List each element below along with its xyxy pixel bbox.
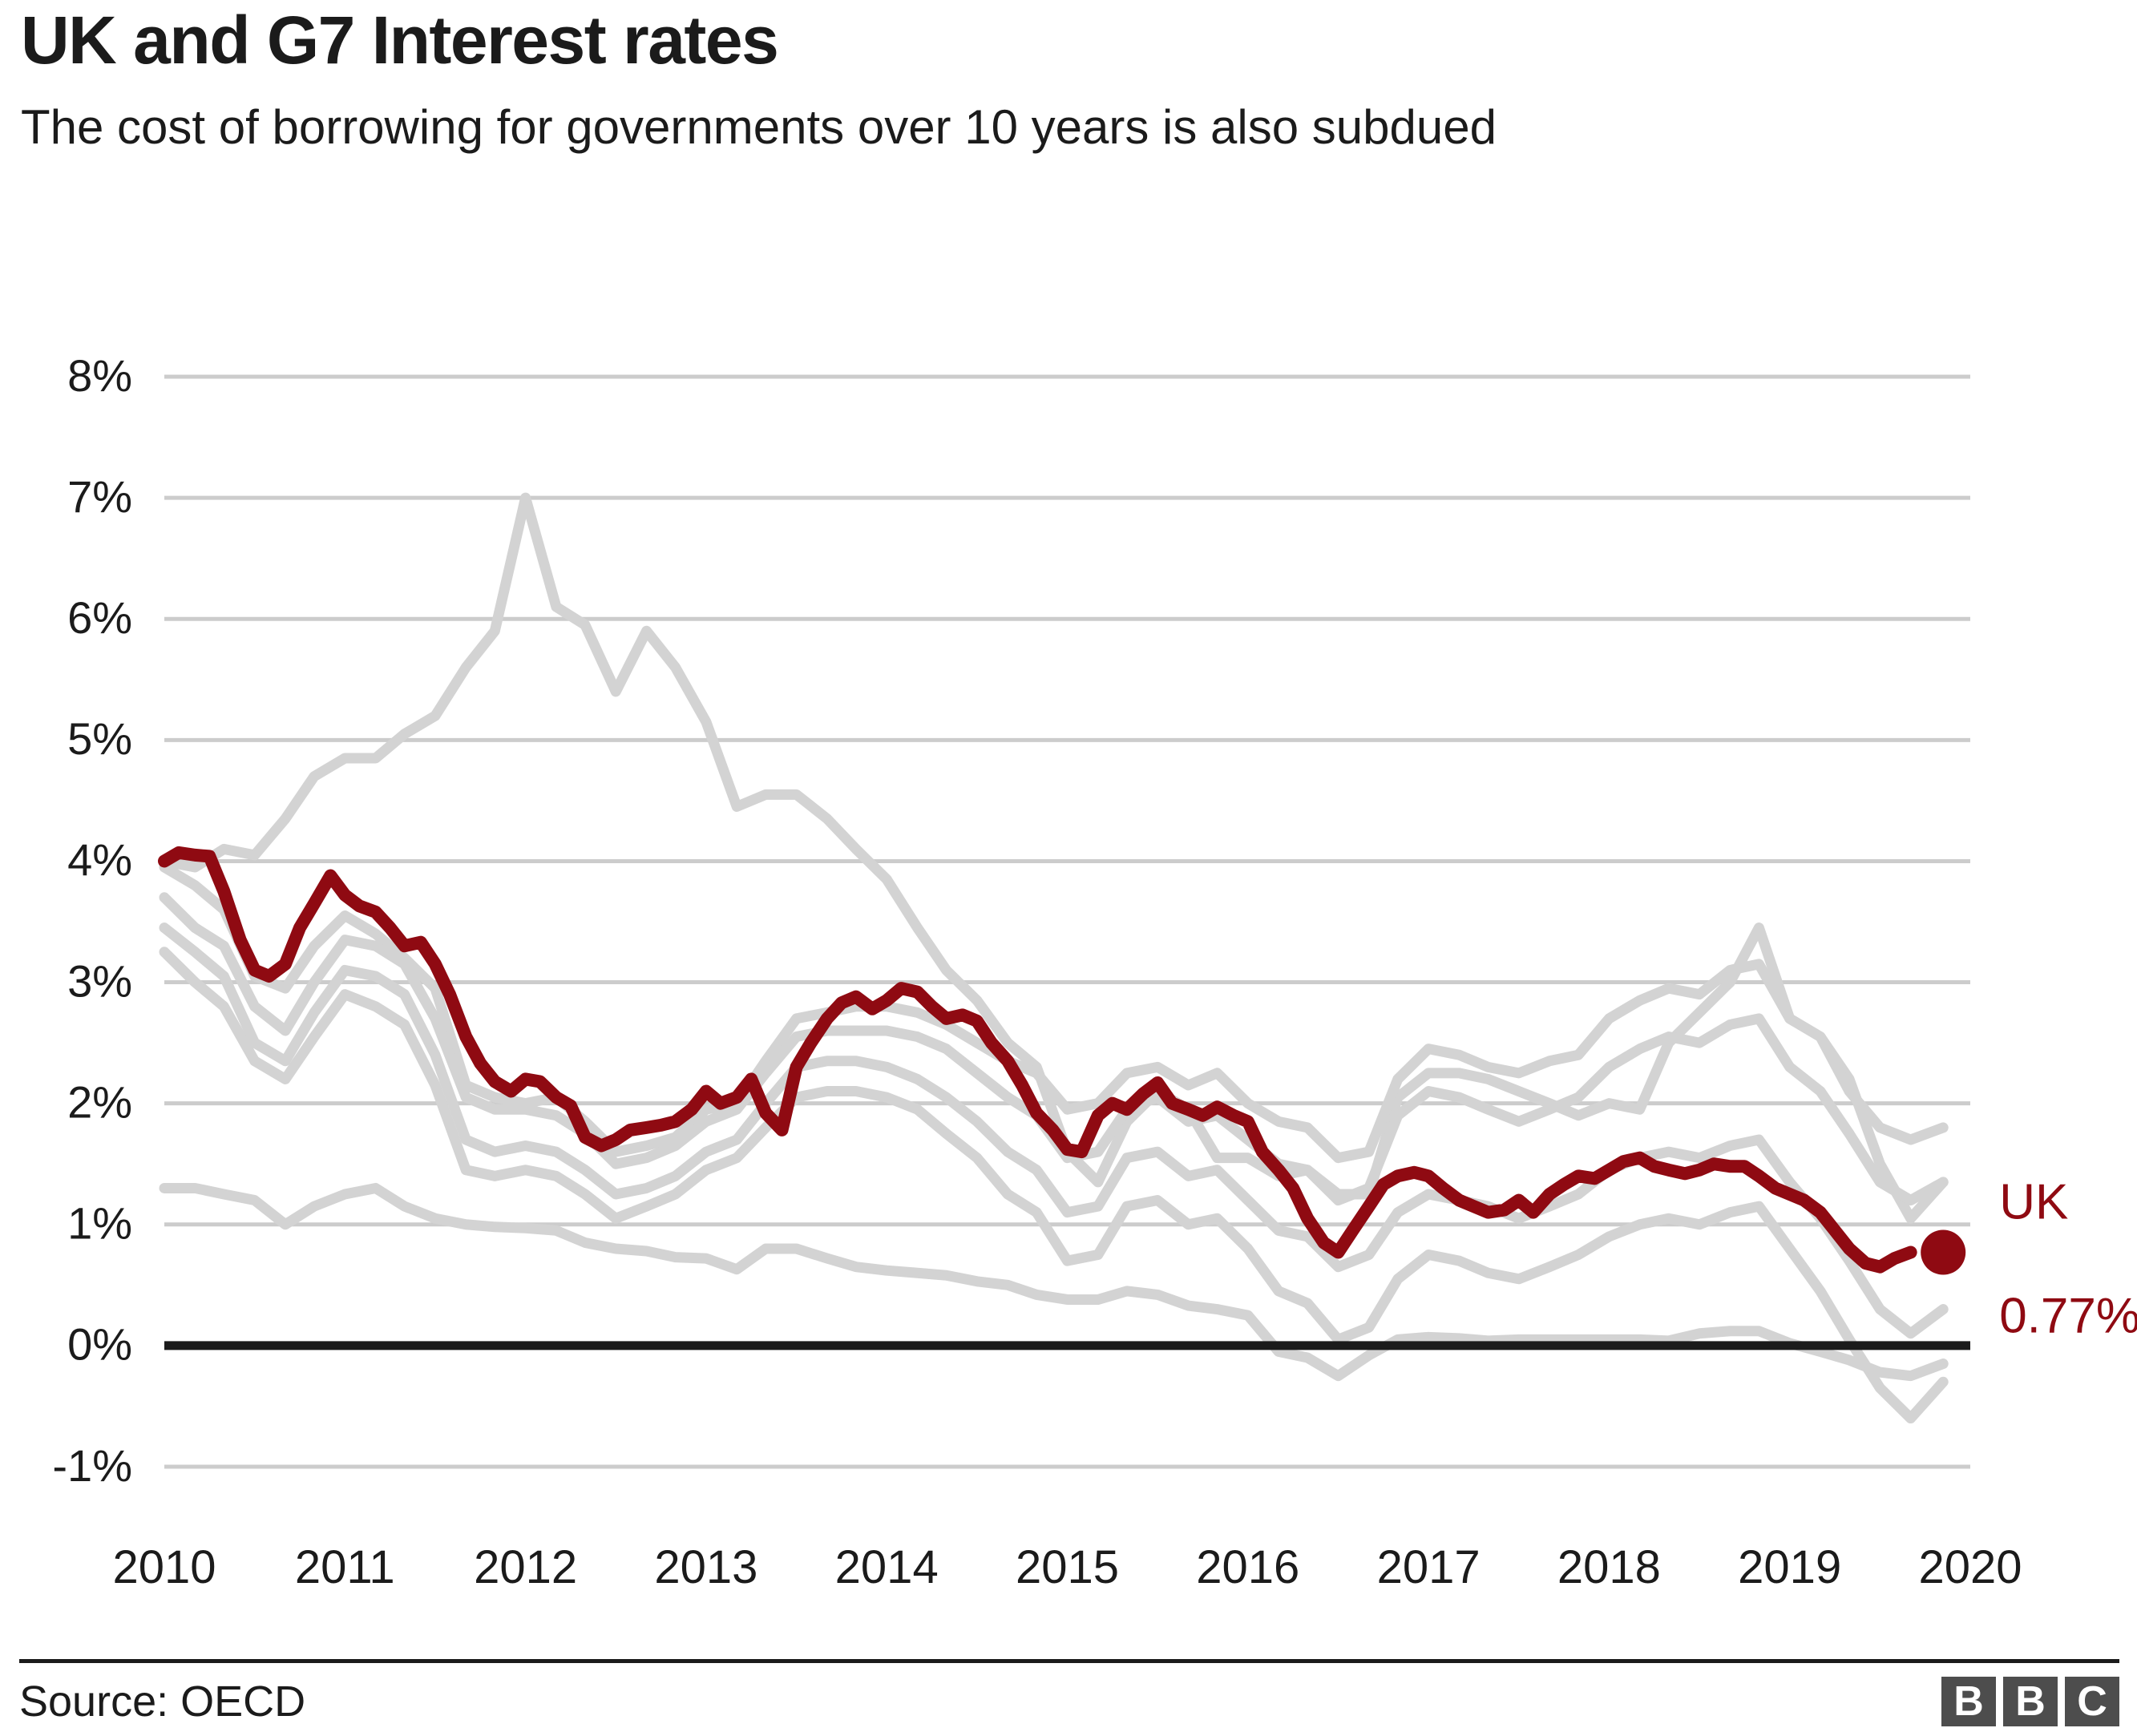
y-tick-label: 5% [67,713,132,764]
y-axis-tick-labels: 8% 7% 6% 5% 4% 3% 2% 1% 0% -1% [52,350,132,1491]
chart-header: UK and G7 Interest rates The cost of bor… [21,0,1945,155]
x-tick-label: 2010 [112,1541,216,1593]
bbc-logo-letter-1: B [1941,1677,1996,1726]
data-series-lines [158,492,1949,1424]
y-tick-label: 8% [67,350,132,401]
x-tick-label: 2017 [1377,1541,1481,1593]
series-line-muted [159,492,1949,1224]
endpoint-dot [1921,1229,1966,1275]
x-tick-label: 2012 [474,1541,577,1593]
x-tick-label: 2019 [1738,1541,1841,1593]
y-tick-label: 6% [67,592,132,643]
series-label-uk: UK [1999,1175,2068,1230]
series-annotation: UK 0.77% [1999,1175,2137,1344]
x-tick-label: 2011 [295,1541,395,1593]
x-tick-label: 2015 [1016,1541,1119,1593]
series-line-muted [159,1182,1949,1382]
x-axis-tick-labels: 2010 2011 2012 2013 2014 2015 2016 2017 2018 2019… [112,1541,2022,1593]
footer-divider [19,1659,2119,1663]
y-tick-label: -1% [52,1440,132,1491]
series-line-muted [159,923,1949,1339]
y-tick-label: 1% [67,1198,132,1249]
series-latest-value: 0.77% [1999,1289,2137,1344]
chart-subtitle: The cost of borrowing for governments ov… [21,99,1497,154]
x-tick-label: 2018 [1557,1541,1661,1593]
x-tick-label: 2014 [835,1541,939,1593]
x-tick-label: 2016 [1196,1541,1299,1593]
bbc-logo-letter-3: C [2065,1677,2119,1726]
bbc-logo: B B C [1941,1677,2119,1726]
y-tick-label: 7% [67,471,132,522]
endpoint-marker [1921,1229,1966,1275]
series-line-muted [159,892,1949,1206]
series-line-muted [159,947,1949,1424]
y-tick-label: 0% [67,1319,132,1370]
source-credit: Source: OECD [19,1677,306,1726]
series-line-muted [159,862,1949,1164]
gridlines [164,374,1970,1469]
x-tick-label: 2013 [654,1541,757,1593]
y-tick-label: 2% [67,1076,132,1127]
chart-title: UK and G7 Interest rates [21,2,779,78]
y-tick-label: 3% [67,955,132,1006]
y-tick-label: 4% [67,834,132,885]
bbc-logo-letter-2: B [2003,1677,2058,1726]
series-line-highlight [158,846,1917,1274]
x-tick-label: 2020 [1918,1541,2022,1593]
